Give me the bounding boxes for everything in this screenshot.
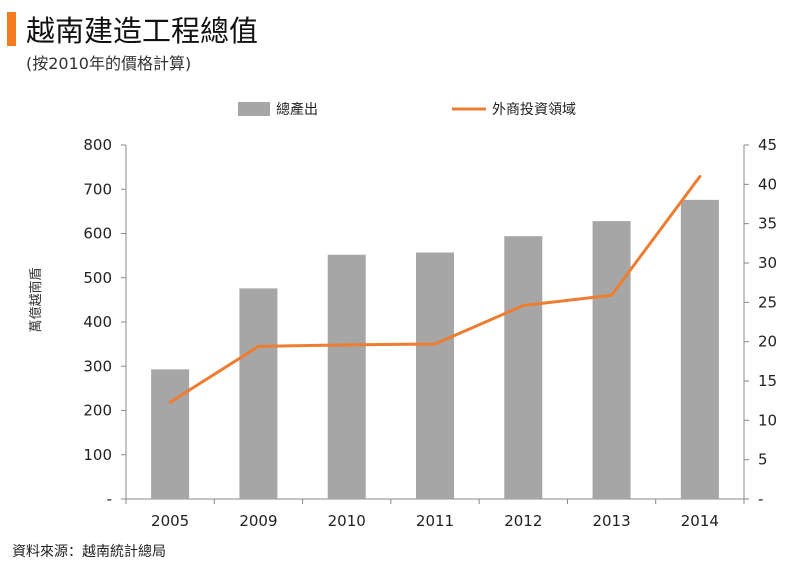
x-tick-label: 2012: [504, 512, 542, 530]
right-tick-label: -: [758, 490, 763, 508]
bar-2005: [151, 369, 190, 499]
right-tick-label: 20: [758, 333, 777, 351]
left-tick-label: 100: [83, 446, 112, 464]
x-tick-label: 2009: [239, 512, 277, 530]
legend-bar-swatch: [238, 102, 270, 116]
right-tick-label: 30: [758, 254, 777, 272]
left-tick-label: 800: [83, 136, 112, 154]
fdi-point-2012: [521, 303, 525, 307]
x-tick-label: 2011: [416, 512, 454, 530]
right-tick-label: 45: [758, 136, 777, 154]
fdi-point-2011: [433, 342, 437, 346]
right-tick-label: 35: [758, 215, 777, 233]
bar-2012: [504, 236, 543, 499]
fdi-point-2013: [610, 293, 614, 297]
right-tick-label: 5: [758, 451, 768, 469]
right-tick-label: 15: [758, 372, 777, 390]
bar-2010: [327, 254, 366, 499]
left-tick-label: 200: [83, 402, 112, 420]
y-axis-label: 萬億越南盾: [28, 267, 44, 332]
tick-labels: - 100 200 300 400 500 600 700 800 - 5 10 15 20 25 30 35 4…: [83, 136, 777, 530]
left-tick-label: -: [107, 490, 112, 508]
right-tick-label: 40: [758, 175, 777, 193]
left-tick-label: 300: [83, 357, 112, 375]
title-accent-bar: [7, 12, 16, 46]
x-tick-label: 2014: [681, 512, 719, 530]
x-tick-label: 2005: [151, 512, 189, 530]
legend: 總產出 外商投資領域: [238, 101, 576, 118]
fdi-point-2005: [168, 400, 172, 404]
legend-label-fdi: 外商投資領域: [492, 101, 576, 118]
legend-label-output: 總產出: [276, 101, 318, 118]
bar-2011: [416, 252, 454, 499]
bar-2014: [680, 199, 719, 499]
bar-2009: [239, 288, 278, 499]
x-tick-label: 2013: [592, 512, 630, 530]
left-tick-label: 700: [83, 180, 112, 198]
left-tick-label: 600: [83, 225, 112, 243]
line-series: [168, 174, 702, 404]
fdi-point-2010: [345, 343, 349, 347]
chart-subtitle: (按2010年的價格計算): [26, 54, 192, 73]
bar-2013: [592, 221, 631, 500]
source-note: 資料來源：越南統計總局: [12, 544, 166, 560]
chart-title: 越南建造工程總值: [26, 14, 259, 48]
x-tick-label: 2010: [328, 512, 366, 530]
right-tick-label: 10: [758, 411, 777, 429]
fdi-point-2014: [698, 174, 702, 178]
bar-series: [151, 199, 719, 500]
left-tick-label: 400: [83, 313, 112, 331]
fdi-point-2009: [256, 344, 260, 348]
right-tick-label: 25: [758, 293, 777, 311]
left-tick-label: 500: [83, 269, 112, 287]
